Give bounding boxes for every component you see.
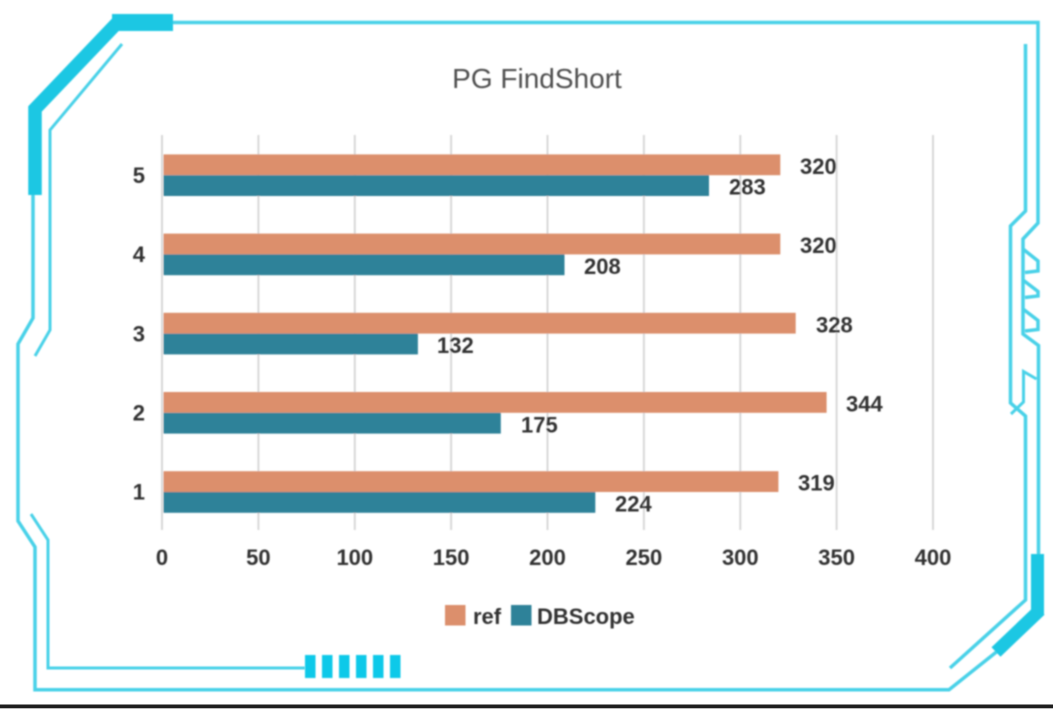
- svg-text:4: 4: [133, 242, 146, 267]
- svg-text:319: 319: [798, 471, 835, 496]
- svg-text:ref: ref: [473, 604, 502, 629]
- svg-text:5: 5: [133, 163, 145, 188]
- svg-text:328: 328: [816, 312, 853, 337]
- svg-text:100: 100: [336, 545, 373, 570]
- svg-text:224: 224: [615, 492, 652, 517]
- svg-text:320: 320: [800, 233, 837, 258]
- svg-text:300: 300: [722, 545, 759, 570]
- svg-text:175: 175: [521, 412, 558, 437]
- svg-text:208: 208: [584, 254, 621, 279]
- svg-text:2: 2: [133, 401, 145, 426]
- svg-text:1: 1: [133, 480, 145, 505]
- svg-text:320: 320: [800, 154, 837, 179]
- svg-text:344: 344: [846, 392, 883, 417]
- svg-text:350: 350: [818, 545, 855, 570]
- svg-text:250: 250: [626, 545, 663, 570]
- svg-text:50: 50: [246, 545, 270, 570]
- svg-text:DBScope: DBScope: [537, 604, 635, 629]
- svg-text:132: 132: [437, 333, 474, 358]
- svg-text:0: 0: [156, 545, 168, 570]
- svg-text:400: 400: [915, 545, 952, 570]
- svg-text:PG FindShort: PG FindShort: [452, 63, 622, 94]
- svg-text:283: 283: [729, 175, 766, 200]
- svg-text:200: 200: [529, 545, 566, 570]
- svg-text:3: 3: [133, 321, 145, 346]
- svg-text:150: 150: [433, 545, 470, 570]
